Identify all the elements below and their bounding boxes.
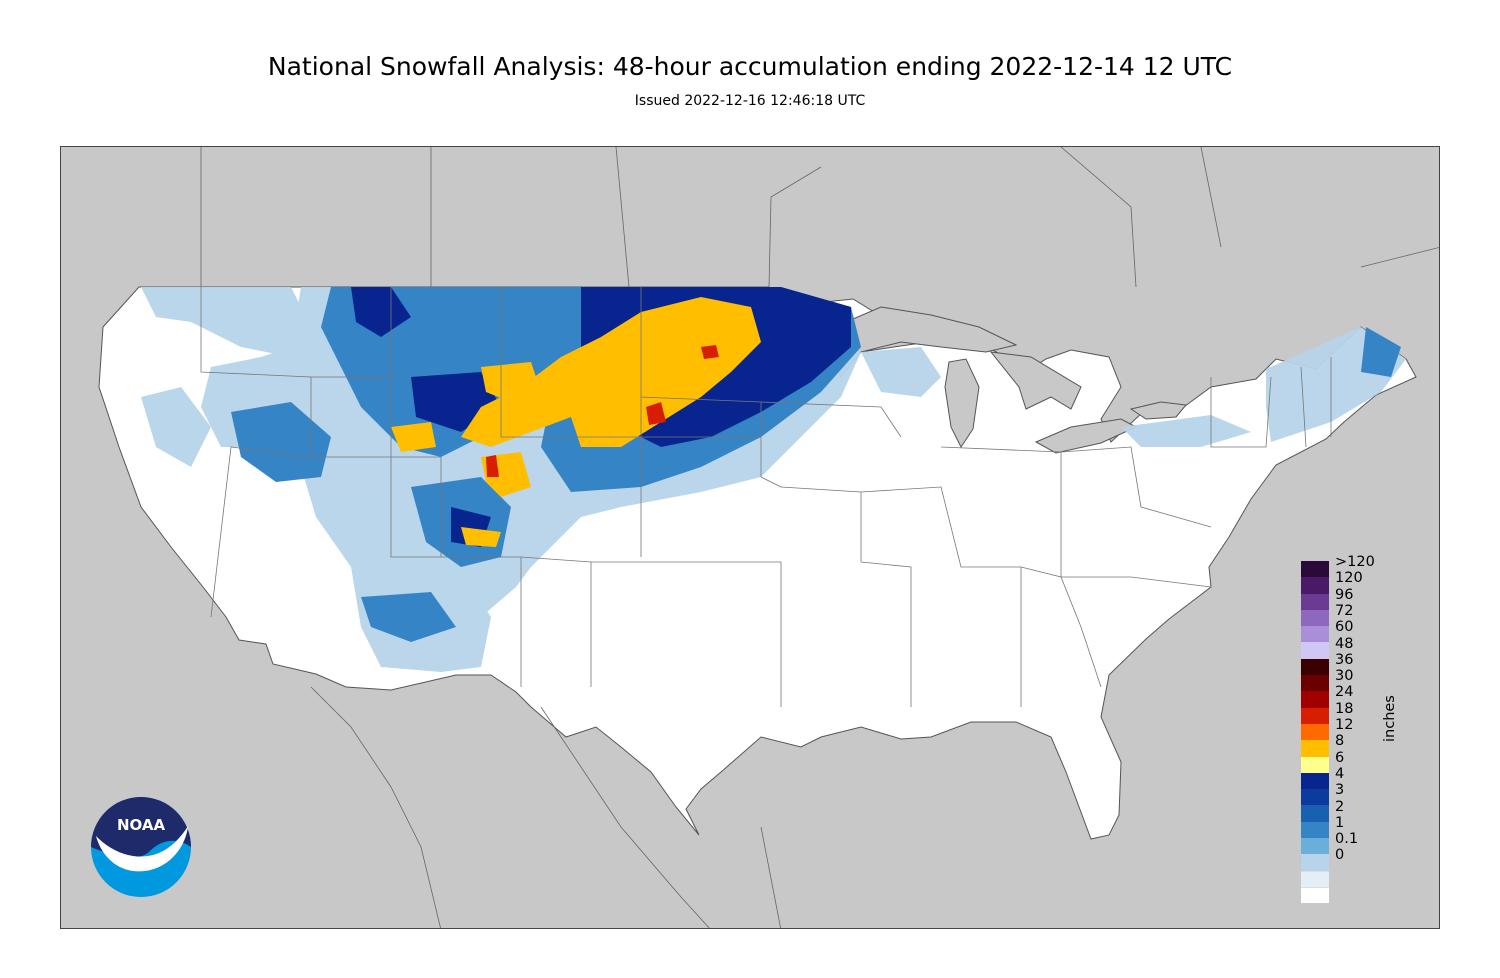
legend-label: 6 — [1335, 749, 1345, 766]
legend-swatch — [1301, 838, 1329, 855]
legend-swatch — [1301, 593, 1329, 610]
legend-swatch — [1301, 691, 1329, 708]
legend-swatch — [1301, 789, 1329, 806]
legend-swatch — [1301, 886, 1329, 904]
legend-swatch — [1301, 723, 1329, 741]
lake-superior — [838, 306, 1018, 353]
legend-unit-label: inches — [1382, 695, 1398, 742]
legend-label: 12 — [1335, 717, 1354, 733]
lake-michigan — [944, 358, 980, 448]
legend-color-bar — [1301, 561, 1329, 904]
legend-swatch — [1301, 805, 1329, 822]
legend-label: 18 — [1335, 700, 1354, 717]
legend-swatch — [1301, 772, 1329, 790]
legend-label: 8 — [1335, 733, 1345, 750]
legend-label: 0.1 — [1335, 831, 1359, 848]
snowfall-extreme — [486, 345, 719, 477]
legend-label: 120 — [1335, 570, 1363, 587]
legend-swatch — [1301, 642, 1329, 659]
legend-swatch — [1301, 740, 1329, 757]
legend-label: 24 — [1335, 684, 1354, 701]
legend-swatch — [1301, 870, 1329, 887]
snowfall-very-heavy — [391, 297, 761, 547]
legend-swatch — [1301, 854, 1329, 871]
legend-label: 2 — [1335, 798, 1345, 815]
legend-label: 48 — [1335, 635, 1354, 652]
international-borders — [200, 147, 1439, 928]
snowfall-map — [60, 146, 1440, 929]
state-boundaries — [200, 287, 1332, 707]
legend-swatch — [1301, 707, 1329, 724]
map-canvas — [98, 147, 1439, 928]
legend-swatch — [1301, 626, 1329, 643]
legend-label: >120 — [1335, 554, 1375, 570]
noaa-logo: NOAA — [91, 797, 191, 897]
legend-label: 1 — [1335, 814, 1345, 831]
legend-swatch — [1301, 821, 1329, 839]
legend-label: 72 — [1335, 602, 1354, 619]
legend-label: 60 — [1335, 619, 1354, 636]
lake-ontario — [1129, 401, 1187, 420]
map-title: National Snowfall Analysis: 48-hour accu… — [267, 52, 1233, 81]
legend-swatch — [1301, 609, 1329, 627]
lake-huron — [989, 351, 1082, 410]
legend-label: 36 — [1335, 651, 1354, 668]
legend-swatch — [1301, 756, 1329, 773]
map-subtitle: Issued 2022-12-16 12:46:18 UTC — [634, 93, 866, 109]
legend-swatch — [1301, 658, 1329, 676]
legend-swatch — [1301, 675, 1329, 692]
legend-label: 4 — [1335, 765, 1345, 782]
legend-swatch — [1301, 577, 1329, 594]
noaa-logo-text: NOAA — [117, 816, 166, 834]
legend-label: 96 — [1335, 586, 1354, 603]
legend-label: 30 — [1335, 668, 1354, 685]
legend-label: 3 — [1335, 782, 1345, 799]
legend-label: 0 — [1335, 847, 1345, 864]
legend-swatch — [1301, 561, 1329, 578]
